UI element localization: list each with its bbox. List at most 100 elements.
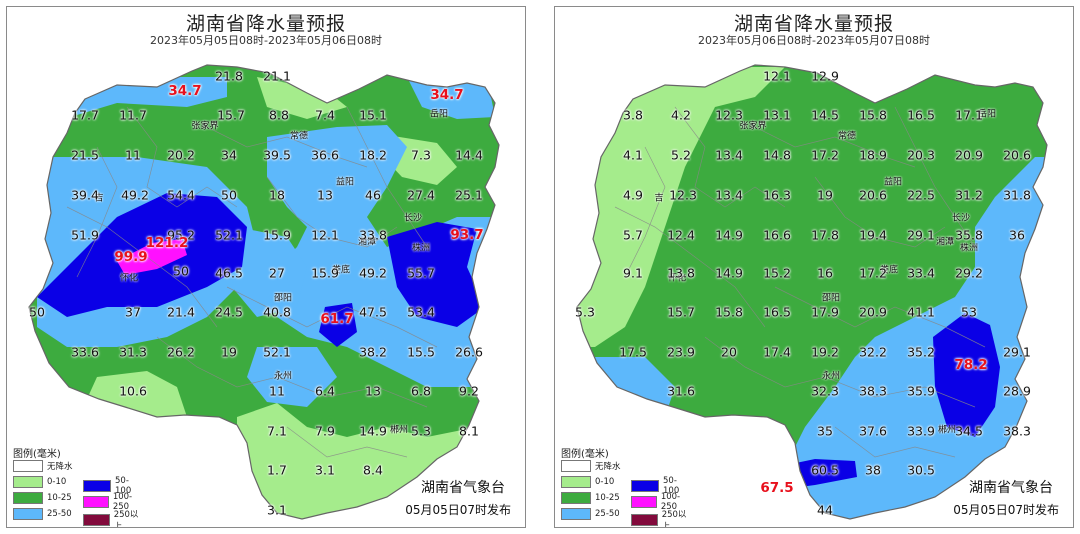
rain-value: 52.1 (215, 227, 243, 243)
rain-value: 39.4 (71, 187, 99, 203)
rain-value: 40.8 (263, 304, 291, 320)
rain-value: 12.3 (715, 107, 743, 123)
rain-value: 38 (865, 462, 881, 478)
city-label: 株洲 (411, 243, 431, 254)
rain-value: 30.5 (907, 462, 935, 478)
legend-item: 100-250 (631, 492, 691, 512)
rain-value: 8.1 (459, 423, 479, 439)
city-label: 益阳 (883, 177, 903, 188)
rain-value: 19 (817, 187, 833, 203)
rain-value: 17.1 (955, 107, 983, 123)
rain-value: 14.4 (455, 147, 483, 163)
rain-value: 37.6 (859, 423, 887, 439)
rain-value-max: 67.5 (760, 480, 794, 496)
rain-value: 5.3 (411, 423, 431, 439)
rain-value: 17.9 (811, 304, 839, 320)
legend-item: 0-10 (13, 476, 66, 488)
rain-value: 15.8 (859, 107, 887, 123)
rain-value: 17.8 (811, 227, 839, 243)
rain-value: 34.5 (955, 423, 983, 439)
city-label: 永州 (821, 371, 841, 382)
rain-value: 29.2 (955, 265, 983, 281)
rain-value: 3.8 (623, 107, 643, 123)
rain-value: 26.6 (455, 344, 483, 360)
rain-value: 7.3 (411, 147, 431, 163)
legend-item: 25-50 (561, 508, 620, 520)
rain-value: 7.9 (315, 423, 335, 439)
rain-value: 60.5 (811, 462, 839, 478)
rain-value: 20.6 (1003, 147, 1031, 163)
rain-value: 52.1 (263, 344, 291, 360)
rain-value: 8.4 (363, 462, 383, 478)
city-label: 湘潭 (357, 237, 377, 248)
rain-value: 49.2 (359, 265, 387, 281)
map-subtitle: 2023年05月06日08时-2023年05月07日08时 (698, 34, 930, 47)
rain-value: 4.1 (623, 147, 643, 163)
rain-value-max: 93.7 (450, 227, 484, 243)
rain-value: 15.1 (359, 107, 387, 123)
rain-value: 7.1 (267, 423, 287, 439)
rain-value: 3.1 (267, 502, 287, 518)
precipitation-map-day2 (576, 64, 1048, 520)
rain-value: 33.4 (907, 265, 935, 281)
rain-value: 35 (817, 423, 833, 439)
rain-value: 36.6 (311, 147, 339, 163)
legend-item: 10-25 (561, 492, 620, 504)
city-label: 常德 (837, 131, 857, 142)
rain-value: 4.9 (623, 187, 643, 203)
rain-value: 33.8 (359, 227, 387, 243)
rain-value-max: 34.7 (430, 87, 464, 103)
rain-value: 44 (817, 502, 833, 518)
rain-value: 20 (721, 344, 737, 360)
rain-value: 4.2 (671, 107, 691, 123)
precipitation-map-day1 (28, 64, 500, 520)
legend-item: 50-100 (631, 476, 691, 496)
rain-value: 17.4 (763, 344, 791, 360)
rain-value: 22.5 (907, 187, 935, 203)
rain-value: 9.2 (459, 383, 479, 399)
city-label: 益阳 (335, 177, 355, 188)
rain-value: 29.1 (1003, 344, 1031, 360)
rain-value: 11 (125, 147, 141, 163)
rain-value: 41.1 (907, 304, 935, 320)
legend-item: 50-100 (83, 476, 143, 496)
rain-value: 21.8 (215, 68, 243, 84)
legend-item: 25-50 (13, 508, 72, 520)
rain-value: 3.1 (315, 462, 335, 478)
rain-value: 46.5 (215, 265, 243, 281)
rain-value: 18.9 (859, 147, 887, 163)
city-label: 常德 (289, 131, 309, 142)
legend-title: 图例(毫米) (13, 449, 61, 460)
rain-value: 19.4 (859, 227, 887, 243)
rain-value: 7.4 (315, 107, 335, 123)
rain-value-max: 61.7 (320, 311, 354, 327)
rain-value: 15.9 (263, 227, 291, 243)
rain-value: 95.2 (167, 227, 195, 243)
rain-value-max: 99.9 (114, 249, 148, 265)
city-label: 吉 (654, 193, 664, 204)
rain-value: 49.2 (121, 187, 149, 203)
rain-value: 31.8 (1003, 187, 1031, 203)
city-label: 娄底 (331, 265, 351, 276)
rain-value: 27.4 (407, 187, 435, 203)
legend-item: 250以上 (83, 508, 143, 527)
rain-value: 14.5 (811, 107, 839, 123)
rain-value: 16.5 (763, 304, 791, 320)
rain-value: 20.9 (859, 304, 887, 320)
city-label: 邵阳 (821, 293, 841, 304)
city-label: 郴州 (389, 425, 409, 436)
rain-value: 17.2 (859, 265, 887, 281)
city-label: 岳阳 (977, 109, 997, 120)
city-label: 怀化 (119, 273, 139, 284)
rain-value: 15.7 (217, 107, 245, 123)
rain-value: 35.2 (907, 344, 935, 360)
rain-value: 36 (1009, 227, 1025, 243)
rain-value: 53 (961, 304, 977, 320)
city-label: 永州 (273, 371, 293, 382)
rain-value: 14.9 (715, 227, 743, 243)
rain-value: 38.2 (359, 344, 387, 360)
rain-value: 16.6 (763, 227, 791, 243)
rain-value: 13.4 (715, 147, 743, 163)
issue-time: 05月05日07时发布 (405, 503, 511, 517)
rain-value: 17.5 (619, 344, 647, 360)
